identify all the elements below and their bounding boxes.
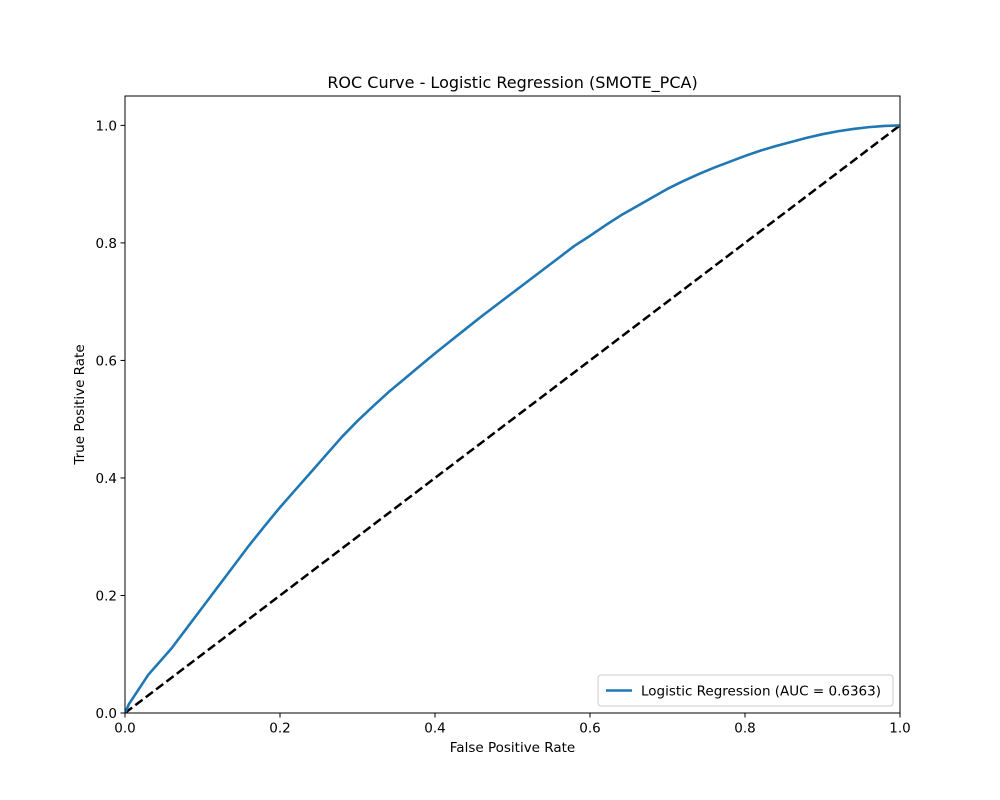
x-tick-label: 0.4 (424, 721, 445, 737)
x-tick-label: 0.8 (734, 721, 755, 737)
y-tick-label: 0.6 (96, 353, 117, 369)
axes-layer: 0.0 0.2 0.4 0.6 0.8 1.0 0.0 0.2 0.4 0.6 0.8 1.0 (96, 95, 911, 737)
plot-frame (124, 95, 901, 714)
x-tick-label: 0.6 (579, 721, 600, 737)
chance-diagonal-line (125, 124, 900, 713)
x-axis-title: False Positive Rate (450, 740, 575, 756)
legend-label: Logistic Regression (AUC = 0.6363) (641, 684, 881, 700)
plot-background (125, 96, 900, 713)
plot-area (125, 96, 900, 713)
roc-curve-line (125, 124, 900, 713)
y-tick-label: 0.8 (96, 236, 117, 252)
chart-title: ROC Curve - Logistic Regression (SMOTE_P… (327, 73, 697, 93)
series-layer (125, 124, 900, 713)
y-tick-label: 0.2 (96, 588, 117, 604)
y-axis-title: True Positive Rate (72, 344, 88, 465)
x-tick-label: 1.0 (889, 721, 910, 737)
y-tick-label: 1.0 (96, 118, 117, 134)
y-tick-label: 0.4 (96, 471, 117, 487)
y-tick-label: 0.0 (96, 706, 117, 722)
legend: Logistic Regression (AUC = 0.6363) (597, 674, 894, 707)
x-tick-label: 0.2 (269, 721, 290, 737)
legend-box (597, 674, 894, 707)
x-tick-label: 0.0 (114, 721, 135, 737)
